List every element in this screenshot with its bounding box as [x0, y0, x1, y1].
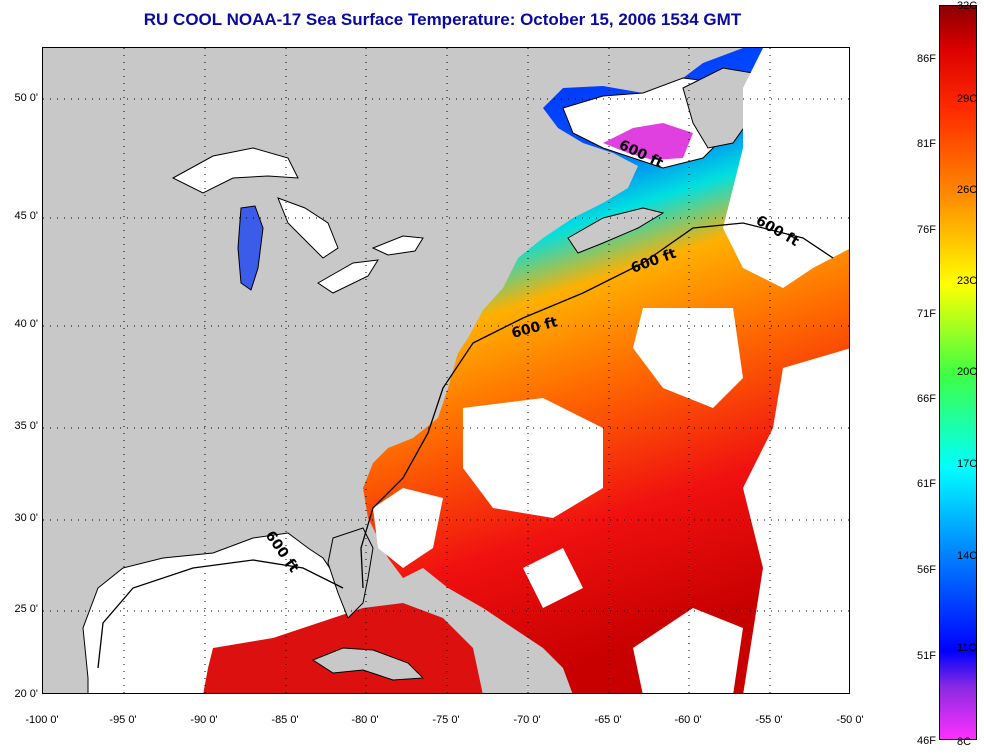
colorbar-celsius-label: 23C [957, 275, 978, 287]
lat-label: 50 0' [14, 92, 38, 104]
lat-label: 35 0' [14, 420, 38, 432]
temperature-colorbar [939, 5, 977, 740]
lake-huron [277, 197, 339, 259]
colorbar-celsius-label: 11C [957, 642, 977, 654]
map-title: RU COOL NOAA-17 Sea Surface Temperature:… [143, 10, 742, 29]
colorbar-celsius-label: 20C [957, 366, 978, 378]
colorbar-celsius-label: 17C [957, 458, 978, 470]
lat-label: 30 0' [14, 512, 38, 524]
colorbar-fahrenheit-label: 86F [917, 53, 936, 65]
lake-michigan [237, 205, 264, 291]
lon-label: -85 0' [271, 714, 299, 726]
lat-label: 40 0' [14, 318, 38, 330]
colorbar-fahrenheit-label: 56F [917, 564, 936, 576]
colorbar-celsius-label: 14C [957, 550, 978, 562]
lon-label: -50 0' [836, 714, 864, 726]
lake-superior [171, 147, 299, 194]
cuba [311, 647, 425, 681]
sst-map: 600 ft 600 ft 600 ft 600 ft 600 ft [42, 47, 850, 694]
lat-label: 25 0' [14, 603, 38, 615]
lon-label: -90 0' [190, 714, 218, 726]
nova-scotia [567, 207, 665, 254]
colorbar-fahrenheit-label: 51F [917, 650, 936, 662]
graticule [43, 48, 849, 693]
colorbar-celsius-label: 29C [957, 93, 978, 105]
lon-label: -65 0' [594, 714, 622, 726]
cloud-patches [373, 48, 849, 693]
colorbar-fahrenheit-label: 66F [917, 393, 936, 405]
isobath-600ft-gulf [97, 559, 344, 669]
sst-map-svg: 600 ft 600 ft 600 ft 600 ft 600 ft [43, 48, 849, 693]
colorbar-gradient [940, 6, 976, 739]
lon-label: -55 0' [755, 714, 783, 726]
colorbar-fahrenheit-label: 71F [917, 308, 936, 320]
lon-label: -60 0' [674, 714, 702, 726]
st-lawrence-cold [603, 123, 693, 160]
lake-ontario [371, 235, 424, 256]
colorbar-fahrenheit-label: 61F [917, 478, 936, 490]
ocean-area [363, 48, 849, 693]
colorbar-fahrenheit-label: 81F [917, 138, 936, 150]
colorbar-fahrenheit-label: 76F [917, 224, 936, 236]
colorbar-celsius-label: 26C [957, 184, 978, 196]
lon-label: -70 0' [513, 714, 541, 726]
lon-label: -75 0' [432, 714, 460, 726]
lat-label: 45 0' [14, 210, 38, 222]
colorbar-celsius-label: 8C [957, 736, 972, 748]
lon-label: -100 0' [25, 714, 59, 726]
isobath-600ft-southeast [360, 342, 474, 589]
isobath-600ft-northeast [472, 222, 834, 344]
lon-label: -95 0' [109, 714, 137, 726]
colorbar-celsius-label: 32C [957, 0, 978, 12]
lat-label: 20 0' [14, 688, 38, 700]
lon-label: -80 0' [351, 714, 379, 726]
lake-erie [317, 259, 379, 294]
colorbar-fahrenheit-label: 46F [917, 735, 936, 747]
